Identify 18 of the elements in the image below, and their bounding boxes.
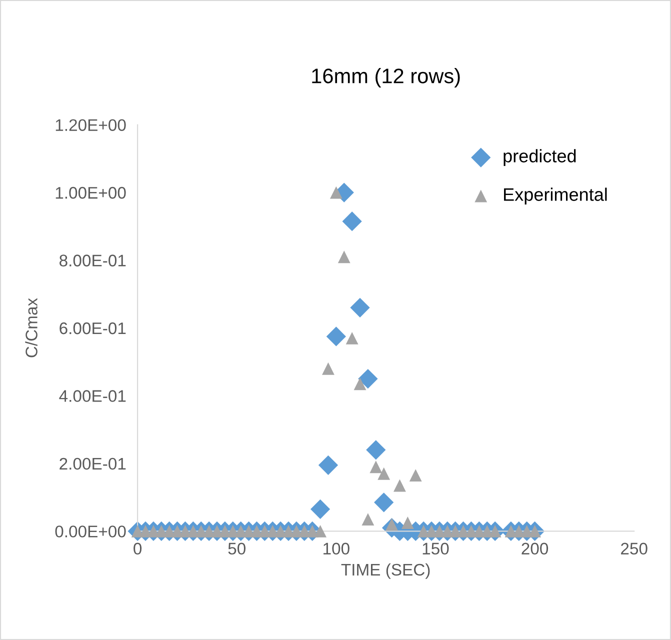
x-tick-label: 250 xyxy=(621,542,648,555)
legend-label: Experimental xyxy=(504,188,607,205)
y-axis-title: C/Cmax xyxy=(25,298,38,358)
y-tick-label: 8.00E-01 xyxy=(60,254,126,266)
chart-title: 16mm (12 rows) xyxy=(312,68,460,88)
y-tick-label: 2.00E-01 xyxy=(60,458,126,470)
x-tick-label: 200 xyxy=(522,542,548,555)
y-tick-label: 4.00E-01 xyxy=(59,390,126,402)
y-tick-label: 1.20E+00 xyxy=(56,119,126,132)
y-tick-label: 1.00E+00 xyxy=(56,186,126,199)
x-axis-title: TIME (SEC) xyxy=(341,563,430,579)
y-tick-label: 0.00E+00 xyxy=(55,526,126,538)
x-tick-label: 50 xyxy=(228,542,246,555)
x-tick-label: 100 xyxy=(324,542,350,555)
x-tick-label: 150 xyxy=(422,542,449,555)
y-tick-label: 6.00E-01 xyxy=(60,322,126,334)
legend-label: predicted xyxy=(504,149,576,166)
x-tick-label: 0 xyxy=(134,542,142,555)
